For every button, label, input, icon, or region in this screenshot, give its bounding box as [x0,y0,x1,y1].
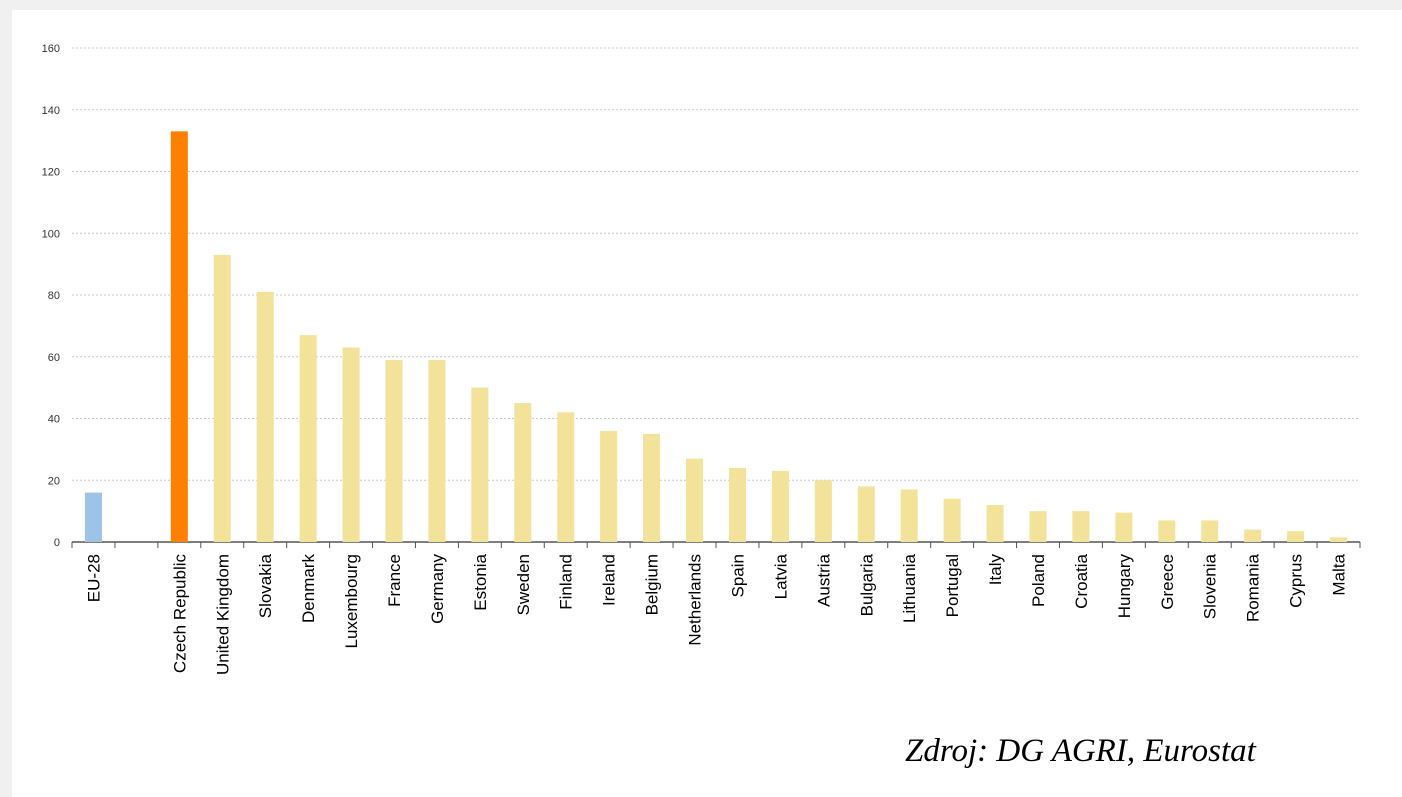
x-tick-label: Portugal [943,554,962,617]
x-tick-label: Austria [814,553,833,606]
bar [986,504,1004,542]
bar [385,359,403,542]
source-note: Zdroj: DG AGRI, Eurostat [905,733,1256,769]
x-tick-label: Greece [1158,554,1177,610]
x-tick-label: Lithuania [900,553,919,623]
x-tick-label: Slovenia [1201,553,1220,619]
x-tick-label: Ireland [600,554,619,606]
y-tick-label: 40 [48,414,60,426]
bar [1330,537,1348,542]
bar [213,254,231,543]
x-tick-label: Cyprus [1287,554,1306,608]
bar [814,480,832,542]
chart-panel [12,10,1402,797]
bar [1287,531,1305,542]
bar [471,387,489,542]
bar [557,412,575,542]
y-tick-label: 140 [42,105,60,117]
bar [299,335,317,542]
x-tick-label: France [385,554,404,607]
x-tick-label: Netherlands [686,554,705,646]
y-tick-label: 60 [48,352,60,364]
bar [1201,520,1219,542]
bar [428,359,446,542]
y-tick-label: 100 [42,228,60,240]
bar [170,131,188,543]
bar [256,291,274,542]
x-tick-label: Spain [728,554,747,597]
x-tick-label: Latvia [771,553,790,599]
bar [1244,529,1262,542]
x-tick-label: Romania [1244,553,1263,622]
x-tick-label: United Kingdom [213,554,232,675]
x-tick-label: Germany [428,554,447,624]
x-tick-label: Italy [986,554,1005,586]
x-tick-label: Finland [557,554,576,610]
bar [1115,512,1133,542]
bar [84,492,102,542]
bar [686,458,704,542]
y-tick-label: 0 [54,537,60,549]
x-tick-label: Estonia [471,553,490,610]
x-tick-label: Belgium [643,554,662,615]
x-tick-label: Czech Republic [170,554,189,674]
x-tick-label: Bulgaria [857,553,876,616]
x-tick-label: Croatia [1072,553,1091,608]
x-tick-label: Slovakia [256,553,275,618]
bar [342,347,360,542]
x-tick-label: EU-28 [84,554,103,602]
y-tick-label: 80 [48,290,60,302]
bar [514,403,532,542]
bar [1158,520,1176,542]
x-tick-label: Sweden [514,554,533,615]
x-tick-label: Denmark [299,554,318,623]
y-tick-label: 20 [48,475,60,487]
bar [857,486,875,542]
x-tick-label: Hungary [1115,554,1134,619]
x-tick-label: Malta [1330,553,1349,595]
bar [1029,511,1047,542]
y-tick-label: 160 [42,43,60,55]
bar [900,489,918,542]
bar [643,433,661,542]
bar [771,470,789,542]
bar [943,498,961,542]
y-tick-label: 120 [42,167,60,179]
bar [600,430,618,542]
bar [1072,511,1090,542]
x-tick-label: Luxembourg [342,554,361,649]
x-tick-label: Poland [1029,554,1048,607]
bar [728,467,746,542]
